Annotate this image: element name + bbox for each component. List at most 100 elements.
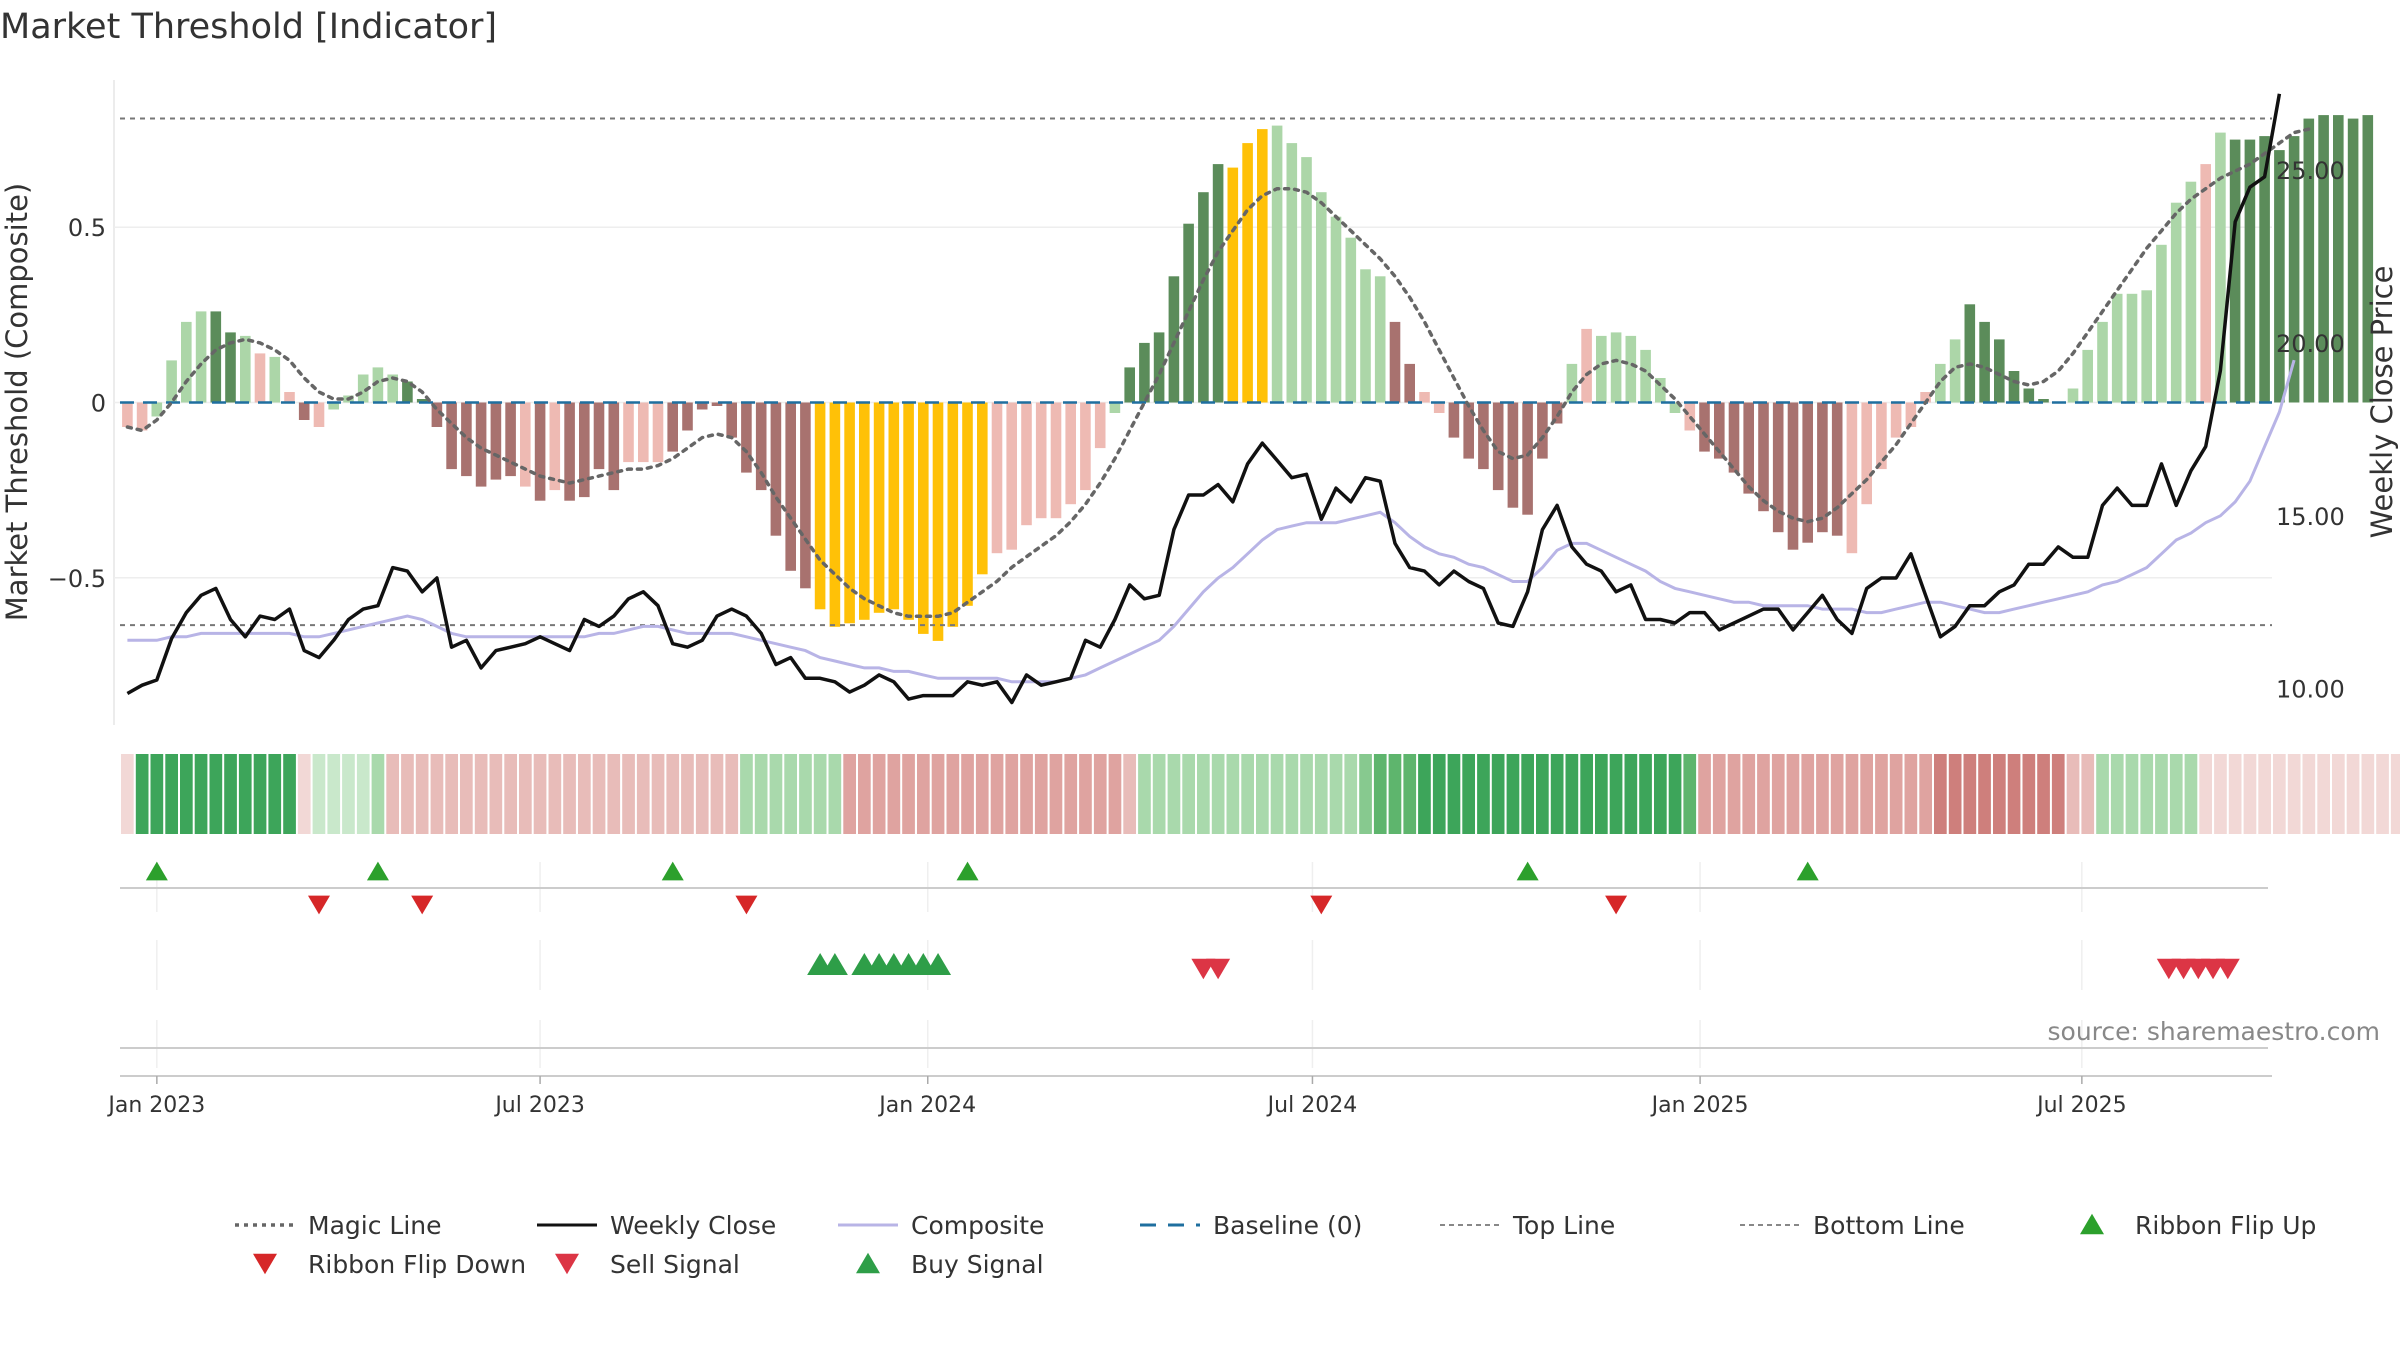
composite-bar [1212, 164, 1224, 403]
x-axis-ticks: Jan 2023 Jul 2023 Jan 2024 Jul 2024 Jan 2025… [106, 1076, 2127, 1118]
magic-line [125, 127, 2311, 619]
ribbon-cell [1344, 754, 1358, 834]
ribbon-cell [799, 754, 812, 834]
composite-bar [638, 402, 649, 463]
composite-bar [1448, 402, 1460, 438]
composite-bar [328, 402, 339, 410]
ribbon-cell [1875, 754, 1888, 834]
left-tick-label: −0.5 [48, 565, 106, 593]
ribbon-cell [1093, 754, 1107, 834]
ribbon-cell [1771, 754, 1785, 834]
composite-bar [1596, 335, 1607, 403]
ribbon-cell [165, 754, 178, 834]
ribbon-cell [813, 754, 827, 834]
composite-bar [2097, 321, 2108, 403]
ribbon-cell [1624, 754, 1638, 834]
composite-bar [1433, 402, 1445, 413]
composite-bar [387, 374, 398, 403]
composite-bar [446, 402, 457, 470]
ribbon-flip-markers [145, 861, 1819, 915]
ribbon-flip-up-marker [1516, 861, 1539, 881]
ribbon-cell [135, 754, 149, 834]
composite-bar [269, 356, 281, 403]
composite-bar [755, 402, 767, 491]
ribbon-cell [1609, 754, 1623, 834]
legend-label: Magic Line [308, 1211, 442, 1240]
composite-bar [829, 402, 841, 627]
ribbon-cell [1270, 754, 1284, 834]
ribbon-cell [445, 754, 458, 834]
ribbon-cell [253, 754, 267, 834]
composite-bar [1035, 402, 1047, 519]
ribbon-cell [1477, 754, 1490, 834]
composite-bar [1492, 402, 1504, 491]
ribbon-cell [651, 754, 665, 834]
buy-sell-signal-markers [807, 952, 2240, 980]
composite-bar [1979, 321, 1990, 403]
ribbon-strip [121, 754, 2400, 834]
composite-bar [873, 402, 885, 613]
legend-marker [856, 1252, 880, 1274]
ribbon-cell [1595, 754, 1608, 834]
ribbon-cell [1418, 754, 1431, 834]
composite-bar [2008, 371, 2020, 403]
ribbon-cell [150, 754, 164, 834]
ribbon-cell [2390, 754, 2400, 834]
composite-bar [1271, 125, 1283, 403]
ribbon-cell [1373, 754, 1387, 834]
composite-bar [2318, 115, 2329, 403]
composite-bar [151, 402, 163, 417]
left-tick-label: 0 [91, 390, 106, 418]
ribbon-cell [1889, 754, 1903, 834]
ribbon-cell [224, 754, 237, 834]
ribbon-cell [2140, 754, 2154, 834]
ribbon-cell [1359, 754, 1372, 834]
composite-bar [2347, 118, 2359, 403]
ribbon-cell [872, 754, 886, 834]
ribbon-cell [1226, 754, 1240, 834]
composite-bar [166, 360, 177, 403]
composite-bar [1109, 402, 1121, 413]
composite-bar [2200, 164, 2211, 403]
composite-bar [977, 402, 988, 575]
x-tick-label: Jul 2025 [2035, 1093, 2127, 1118]
ribbon-cell [1123, 754, 1136, 834]
composite-bar [284, 392, 295, 403]
ribbon-cell [1683, 754, 1697, 834]
ribbon-cell [636, 754, 650, 834]
composite-bar [505, 402, 516, 477]
ribbon-cell [297, 754, 311, 834]
ribbon-cell [1064, 754, 1078, 834]
ribbon-cell [1432, 754, 1446, 834]
composite-bar [2141, 290, 2152, 403]
ribbon-cell [1536, 754, 1549, 834]
ribbon-cell [2361, 754, 2375, 834]
ribbon-cell [1167, 754, 1181, 834]
ribbon-cell [563, 754, 576, 834]
ribbon-cell [946, 754, 960, 834]
composite-bar [903, 402, 914, 620]
composite-bar [534, 402, 546, 501]
ribbon-cell [2037, 754, 2050, 834]
composite-bar [1124, 367, 1135, 403]
x-tick-label: Jul 2023 [493, 1093, 585, 1118]
ribbon-cell [666, 754, 680, 834]
ribbon-cell [121, 754, 134, 834]
ribbon-cell [1786, 754, 1800, 834]
ribbon-cell [1550, 754, 1564, 834]
sell-signal-marker [2215, 958, 2240, 980]
composite-bar [1669, 402, 1681, 413]
ribbon-cell [1580, 754, 1593, 834]
ribbon-cell [1138, 754, 1151, 834]
ribbon-cell [1241, 754, 1254, 834]
ribbon-flip-down-marker [735, 895, 758, 915]
ribbon-cell [2243, 754, 2257, 834]
ribbon-flip-down-marker [411, 895, 434, 915]
legend-label: Composite [911, 1211, 1044, 1240]
composite-bar [1537, 402, 1548, 459]
composite-bar [2274, 150, 2285, 403]
composite-bar [2038, 399, 2049, 403]
composite-bar [1094, 402, 1106, 449]
composite-bar [431, 402, 443, 427]
